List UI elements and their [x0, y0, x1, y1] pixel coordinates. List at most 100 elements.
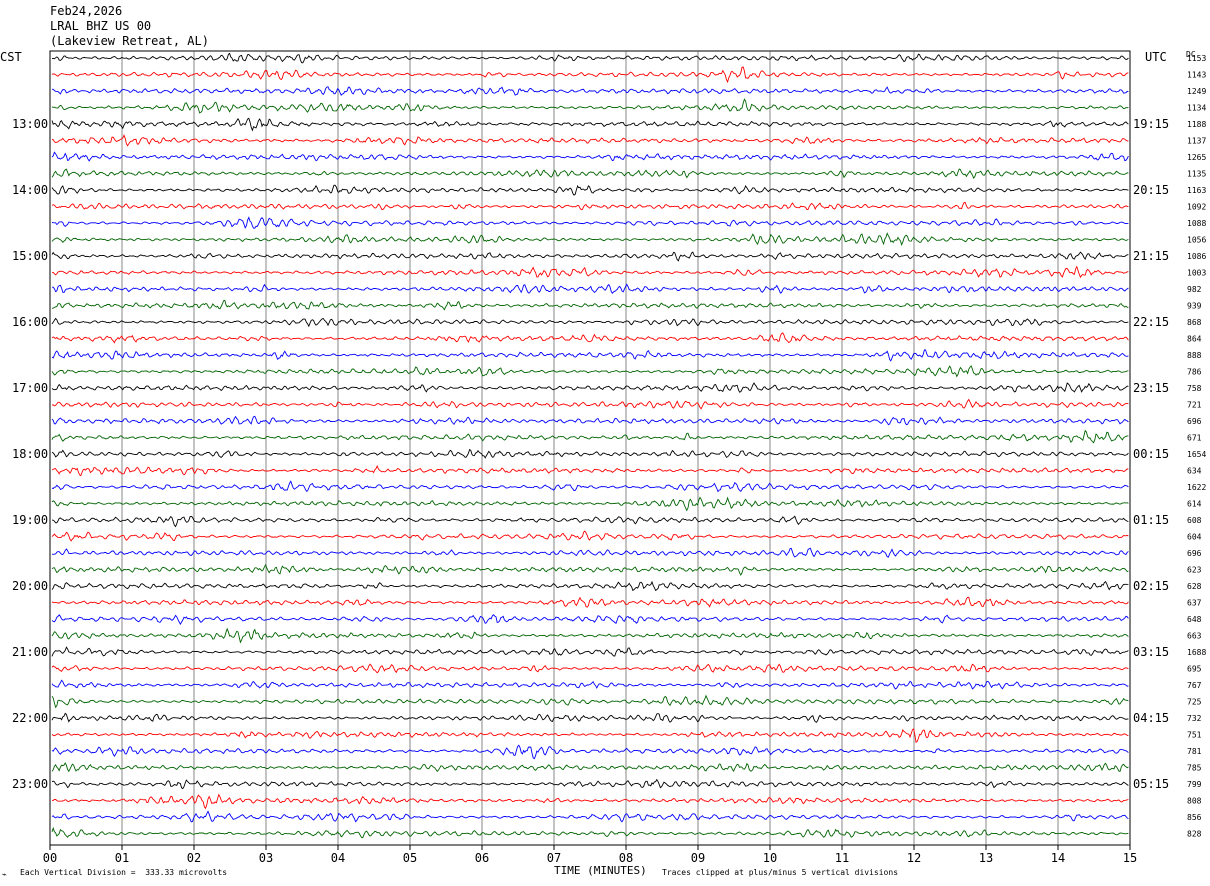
dc-offset-label: 888 — [1187, 351, 1202, 360]
dc-offset-label: 751 — [1187, 731, 1202, 740]
left-time-label: 14:00 — [12, 183, 48, 197]
trace-row — [51, 580, 1129, 592]
dc-offset-label: 786 — [1187, 368, 1202, 377]
dc-offset-label: 721 — [1187, 401, 1202, 410]
trace-row — [51, 728, 1129, 743]
right-tz-label: UTC — [1145, 50, 1167, 64]
trace-row — [51, 332, 1129, 344]
right-time-label: 00:15 — [1133, 447, 1169, 461]
dc-offset-label: 1688 — [1187, 648, 1206, 657]
trace-row — [51, 117, 1129, 132]
x-tick-label: 12 — [907, 851, 921, 865]
x-tick-label: 04 — [331, 851, 345, 865]
trace-row — [51, 151, 1129, 162]
dc-offset-label: 1137 — [1187, 137, 1206, 146]
dc-offset-label: 671 — [1187, 434, 1202, 443]
trace-row — [51, 563, 1129, 576]
x-tick-label: 02 — [187, 851, 201, 865]
dc-offset-label: 696 — [1187, 549, 1202, 558]
x-tick-label: 01 — [115, 851, 129, 865]
dc-offset-label: 604 — [1187, 533, 1202, 542]
dc-offset-label: 725 — [1187, 698, 1202, 707]
right-time-label: 19:15 — [1133, 117, 1169, 131]
trace-row — [51, 712, 1129, 723]
dc-offset-label: 696 — [1187, 417, 1202, 426]
left-time-label: 13:00 — [12, 117, 48, 131]
trace-row — [51, 547, 1129, 558]
dc-offset-label: 767 — [1187, 681, 1202, 690]
dc-offset-label: 695 — [1187, 665, 1202, 674]
dc-offset-label: 1134 — [1187, 104, 1206, 113]
dc-offset-label: 1249 — [1187, 87, 1206, 96]
dc-offset-label: 939 — [1187, 302, 1202, 311]
trace-row — [51, 201, 1129, 211]
dc-offset-label: 856 — [1187, 813, 1202, 822]
dc-offset-label: 828 — [1187, 830, 1202, 839]
dc-offset-label: 614 — [1187, 500, 1202, 509]
left-time-label: 23:00 — [12, 777, 48, 791]
trace-row — [51, 317, 1129, 328]
dc-offset-label: 808 — [1187, 797, 1202, 806]
dc-offset-label: 1143 — [1187, 71, 1206, 80]
dc-offset-label: 1135 — [1187, 170, 1206, 179]
header-location: (Lakeview Retreat, AL) — [50, 34, 209, 48]
dc-offset-label: 637 — [1187, 599, 1202, 608]
trace-row — [51, 349, 1129, 362]
left-time-label: 21:00 — [12, 645, 48, 659]
dc-offset-label: 785 — [1187, 764, 1202, 773]
right-time-label: 01:15 — [1133, 513, 1169, 527]
header-date: Feb24,2026 — [50, 4, 123, 18]
left-time-label: 22:00 — [12, 711, 48, 725]
trace-row — [51, 134, 1129, 147]
trace-row — [51, 762, 1129, 773]
right-time-label: 21:15 — [1133, 249, 1169, 263]
footer-icon: ⌁ — [2, 870, 7, 879]
dc-offset-label: 1153 — [1187, 54, 1206, 63]
trace-row — [51, 66, 1129, 84]
plot-frame — [49, 50, 1131, 846]
dc-offset-label: 1056 — [1187, 236, 1206, 245]
right-time-label: 23:15 — [1133, 381, 1169, 395]
dc-header: DC — [1186, 50, 1196, 59]
left-time-label: 17:00 — [12, 381, 48, 395]
dc-offset-label: 732 — [1187, 714, 1202, 723]
dc-offset-label: 758 — [1187, 384, 1202, 393]
trace-row — [51, 496, 1129, 512]
dc-offset-label: 663 — [1187, 632, 1202, 641]
x-tick-label: 03 — [259, 851, 273, 865]
trace-row — [51, 429, 1129, 444]
trace-row — [51, 415, 1129, 426]
x-tick-label: 06 — [475, 851, 489, 865]
trace-row — [51, 694, 1129, 709]
left-time-label: 19:00 — [12, 513, 48, 527]
trace-row — [51, 184, 1129, 196]
trace-row — [51, 744, 1129, 760]
dc-offset-label: 628 — [1187, 582, 1202, 591]
trace-row — [52, 283, 1129, 295]
trace-row — [51, 299, 1129, 311]
chart-labels: 00 01 02 03 04 05 06 07 08 09 10 11 12 13 14 15 CST UTC DC… — [0, 50, 1206, 865]
trace-row — [51, 398, 1129, 410]
trace-row — [51, 86, 1129, 96]
chart-grid — [49, 50, 1131, 850]
trace-row — [51, 793, 1129, 810]
right-time-label: 05:15 — [1133, 777, 1169, 791]
x-tick-label: 11 — [835, 851, 849, 865]
trace-row — [51, 627, 1129, 644]
trace-row — [51, 614, 1129, 626]
trace-row — [51, 663, 1129, 674]
x-tick-label: 07 — [547, 851, 561, 865]
dc-offset-label: 1092 — [1187, 203, 1206, 212]
dc-offset-label: 1188 — [1187, 120, 1206, 129]
dc-offset-label: 781 — [1187, 747, 1202, 756]
trace-row — [51, 596, 1129, 608]
trace-row — [51, 646, 1129, 657]
left-tz-label: CST — [0, 50, 22, 64]
scale-note: Each Vertical Division = 333.33 microvol… — [20, 868, 228, 877]
trace-row — [51, 52, 1129, 64]
dc-offset-label: 1654 — [1187, 450, 1206, 459]
dc-offset-label: 608 — [1187, 516, 1202, 525]
right-time-label: 02:15 — [1133, 579, 1169, 593]
left-time-label: 16:00 — [12, 315, 48, 329]
